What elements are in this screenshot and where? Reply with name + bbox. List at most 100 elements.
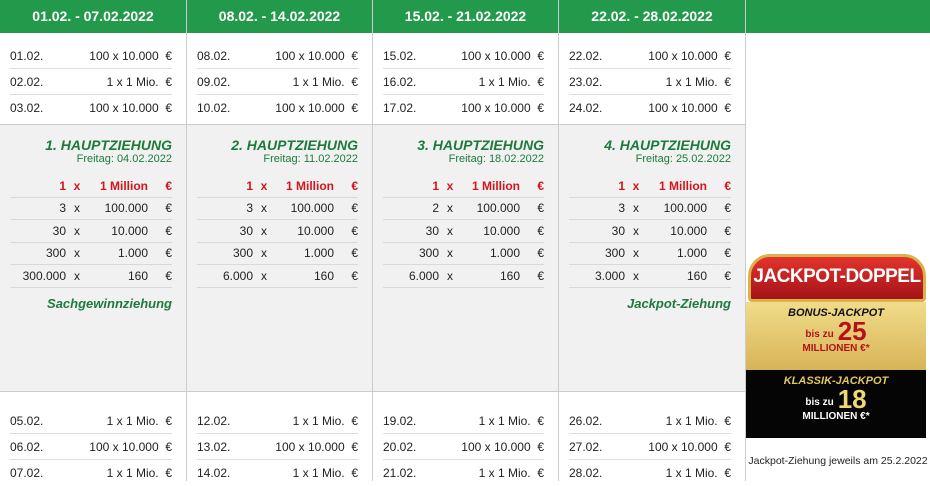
- week-bottom-days: 26.02. 1 x 1 Mio. € 27.02. 100 x 10.000 € 28…: [559, 398, 745, 486]
- week-column: 15.02. - 21.02.2022 15.02. 100 x 10.000 €…: [373, 0, 559, 481]
- prize-row: 30 x 10.000 €: [569, 220, 731, 243]
- day-date: 03.02.: [10, 101, 44, 115]
- jackpot-header: [746, 0, 930, 33]
- prize-count: 1: [246, 178, 253, 193]
- day-prize: 1 x 1 Mio. €: [665, 74, 731, 89]
- day-prize: 100 x 10.000 €: [648, 48, 731, 63]
- day-row: 16.02. 1 x 1 Mio. €: [383, 69, 544, 95]
- day-date: 10.02.: [197, 101, 231, 115]
- day-prize: 100 x 10.000 €: [89, 439, 172, 454]
- prize-currency: €: [351, 246, 358, 261]
- prize-count: 30: [52, 223, 66, 238]
- prize-currency: €: [165, 178, 172, 193]
- day-date: 28.02.: [569, 466, 603, 480]
- prize-row: 300 x 1.000 €: [383, 243, 544, 265]
- klassik-amount: 18: [837, 384, 867, 414]
- prize-amount: 160: [499, 268, 520, 283]
- prize-row: 6.000 x 160 €: [383, 265, 544, 288]
- day-date: 17.02.: [383, 101, 417, 115]
- prize-row: 3 x 100.000 €: [197, 198, 358, 220]
- week-header: 22.02. - 28.02.2022: [559, 0, 745, 33]
- prize-row: 30 x 10.000 €: [10, 220, 172, 243]
- prize-currency: €: [351, 223, 358, 238]
- draw-title: 2. HAUPTZIEHUNG: [231, 137, 358, 153]
- prize-currency: €: [165, 223, 172, 238]
- prize-amount: 100.000: [663, 201, 707, 216]
- day-prize: 1 x 1 Mio. €: [665, 413, 731, 428]
- week-top-days: 22.02. 100 x 10.000 € 23.02. 1 x 1 Mio. € 24…: [559, 33, 745, 121]
- prize-count: 6.000: [408, 268, 439, 283]
- prize-currency: €: [724, 268, 731, 283]
- day-prize: 1 x 1 Mio. €: [665, 466, 731, 480]
- prize-times: x: [447, 223, 453, 238]
- prize-currency: €: [724, 246, 731, 261]
- klassik-unit: MILLIONEN €*: [802, 411, 870, 422]
- draw-date: Freitag: 25.02.2022: [635, 153, 731, 165]
- day-prize: 100 x 10.000 €: [461, 101, 544, 115]
- prize-amount: 1 Million: [472, 178, 520, 193]
- prize-row: 300 x 1.000 €: [569, 243, 731, 265]
- day-row: 12.02. 1 x 1 Mio. €: [197, 408, 358, 434]
- prize-amount: 160: [127, 268, 148, 283]
- week-header: 15.02. - 21.02.2022: [373, 0, 558, 33]
- week-column: 01.02. - 07.02.2022 01.02. 100 x 10.000 €…: [0, 0, 187, 481]
- day-row: 23.02. 1 x 1 Mio. €: [569, 69, 731, 95]
- prize-count: 300: [232, 246, 253, 261]
- prize-currency: €: [165, 201, 172, 216]
- day-date: 07.02.: [10, 466, 44, 480]
- draw-title: 1. HAUPTZIEHUNG: [45, 137, 172, 153]
- day-date: 05.02.: [10, 413, 44, 428]
- prize-currency: €: [724, 178, 731, 193]
- prize-amount: 1.000: [117, 246, 148, 261]
- day-row: 08.02. 100 x 10.000 €: [197, 43, 358, 69]
- prize-amount: 100.000: [476, 201, 520, 216]
- klassik-title: KLASSIK-JACKPOT: [783, 375, 889, 387]
- week-top-days: 01.02. 100 x 10.000 € 02.02. 1 x 1 Mio. € 03…: [0, 33, 186, 121]
- jackpot-note: Jackpot-Ziehung jeweils am 25.2.2022: [748, 455, 928, 467]
- day-prize: 1 x 1 Mio. €: [106, 74, 172, 89]
- day-date: 15.02.: [383, 48, 417, 63]
- draw-date: Freitag: 11.02.2022: [263, 153, 358, 165]
- day-prize: 1 x 1 Mio. €: [106, 466, 172, 480]
- day-date: 20.02.: [383, 439, 417, 454]
- prize-currency: €: [165, 246, 172, 261]
- prize-count: 1: [432, 178, 439, 193]
- prize-amount: 1.000: [489, 246, 520, 261]
- prize-times: x: [261, 201, 267, 216]
- prize-times: x: [633, 201, 639, 216]
- day-prize: 100 x 10.000 €: [648, 439, 731, 454]
- day-row: 28.02. 1 x 1 Mio. €: [569, 460, 731, 486]
- day-row: 01.02. 100 x 10.000 €: [10, 43, 172, 69]
- jackpot-panel: JACKPOT-DOPPEL BONUS-JACKPOT bis zu 25 MI…: [746, 0, 930, 481]
- week-top-days: 15.02. 100 x 10.000 € 16.02. 1 x 1 Mio. € 17…: [373, 33, 558, 121]
- jackpot-doppel-logo: JACKPOT-DOPPEL: [748, 254, 926, 302]
- prize-row: 3 x 100.000 €: [569, 198, 731, 220]
- prize-count: 30: [611, 223, 625, 238]
- bonus-jackpot: BONUS-JACKPOT bis zu 25 MILLIONEN €*: [746, 302, 926, 370]
- day-date: 26.02.: [569, 413, 603, 428]
- day-date: 02.02.: [10, 74, 44, 89]
- prize-row: 30 x 10.000 €: [197, 220, 358, 243]
- prize-amount: 100.000: [290, 201, 334, 216]
- prize-times: x: [261, 268, 267, 283]
- day-row: 26.02. 1 x 1 Mio. €: [569, 408, 731, 434]
- prize-amount: 1 Million: [286, 178, 334, 193]
- day-date: 24.02.: [569, 101, 603, 115]
- day-row: 02.02. 1 x 1 Mio. €: [10, 69, 172, 95]
- prize-amount: 10.000: [297, 223, 334, 238]
- prize-amount: 160: [686, 268, 707, 283]
- week-column: 08.02. - 14.02.2022 08.02. 100 x 10.000 €…: [187, 0, 373, 481]
- prize-amount: 1.000: [303, 246, 334, 261]
- day-date: 22.02.: [569, 48, 603, 63]
- day-row: 27.02. 100 x 10.000 €: [569, 434, 731, 460]
- day-row: 20.02. 100 x 10.000 €: [383, 434, 544, 460]
- day-date: 01.02.: [10, 48, 44, 63]
- draw-footer: Sachgewinnziehung: [47, 295, 172, 311]
- day-row: 22.02. 100 x 10.000 €: [569, 43, 731, 69]
- prize-amount: 1.000: [676, 246, 707, 261]
- day-date: 13.02.: [197, 439, 231, 454]
- day-prize: 1 x 1 Mio. €: [292, 466, 358, 480]
